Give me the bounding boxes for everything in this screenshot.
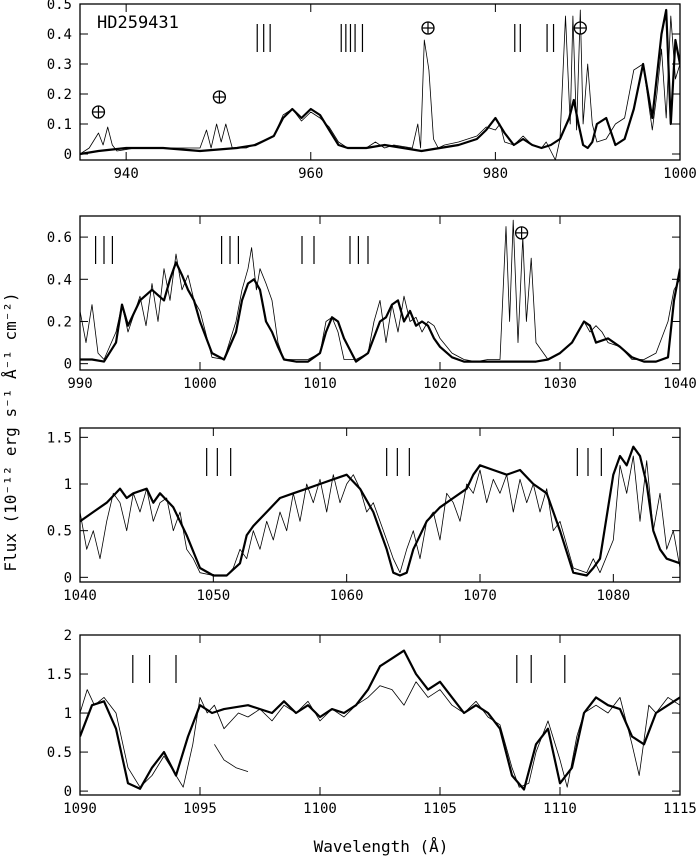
panel1-ytick-label-5: 0.5: [47, 0, 72, 13]
panel4-ytick-label-0: 0: [64, 784, 72, 800]
panel1-ytick-label-2: 0.2: [47, 87, 72, 103]
panel3-ytick-label-1: 0.5: [47, 524, 72, 540]
panel1-xtick-label-960: 960: [298, 166, 323, 182]
panel2-xtick-label-1010: 1010: [303, 376, 337, 392]
panel4-xtick-label-1100: 1100: [303, 801, 337, 817]
panel1-earth-icon-0: [91, 105, 106, 119]
panel1-ytick-label-1: 0.1: [47, 117, 72, 133]
panel1-ytick-label-3: 0.3: [47, 57, 72, 73]
panel4-series-observed-0: [80, 681, 680, 788]
panel4-series-model-2: [80, 649, 680, 791]
panel3-frame: [79, 427, 681, 583]
panel1-star-label: HD259431: [97, 13, 179, 33]
panel4-xtick-label-1090: 1090: [63, 801, 97, 817]
panel1-series-model-1: [80, 8, 680, 156]
panel2-series-observed-0: [80, 219, 680, 363]
panel4-ytick-label-1: 0.5: [47, 745, 72, 761]
panel1-frame: [79, 3, 681, 161]
panel2-xtick-label-1020: 1020: [423, 376, 457, 392]
panel4-ytick-label-3: 1.5: [47, 667, 72, 683]
panel3-xtick-label-1070: 1070: [463, 588, 497, 604]
panel3-series-observed-0: [80, 455, 680, 576]
panel1-ytick-label-0: 0: [64, 147, 72, 163]
y-axis-title: Flux (10⁻¹² erg s⁻¹ Å⁻¹ cm⁻²): [1, 292, 20, 571]
panel4-xtick-label-1105: 1105: [423, 801, 457, 817]
panel2-xtick-label-1040: 1040: [663, 376, 697, 392]
panel2-ytick-label-0: 0: [64, 357, 72, 373]
panel2-ytick-label-1: 0.2: [47, 314, 72, 330]
panel2-xtick-label-990: 990: [67, 376, 92, 392]
panel1-xtick-label-980: 980: [483, 166, 508, 182]
panel4-xtick-label-1095: 1095: [183, 801, 217, 817]
panel3-xtick-label-1050: 1050: [196, 588, 230, 604]
panel2-earth-icon-0: [514, 226, 529, 240]
panel4-ytick-label-4: 2: [64, 628, 72, 644]
panel1-earth-icon-1: [212, 90, 227, 104]
panel3-series-model-1: [80, 445, 680, 577]
x-axis-title: Wavelength (Å): [314, 837, 449, 856]
panel1-earth-icon-2: [421, 21, 435, 35]
panel4-xtick-label-1115: 1115: [663, 801, 697, 817]
panel3-xtick-label-1040: 1040: [63, 588, 97, 604]
panel1-xtick-label-940: 940: [114, 166, 139, 182]
panel4-series-observed-1: [214, 744, 249, 772]
panel3-ytick-label-0: 0: [64, 570, 72, 586]
panel1-earth-icon-3: [573, 21, 587, 35]
panel2-xtick-label-1000: 1000: [183, 376, 217, 392]
panel4-frame: [79, 634, 681, 796]
panel3-xtick-label-1080: 1080: [596, 588, 630, 604]
panel1-ytick-label-4: 0.4: [47, 27, 72, 43]
panel3-ytick-label-3: 1.5: [47, 430, 72, 446]
panel2-ytick-label-3: 0.6: [47, 230, 72, 246]
panel4-ytick-label-2: 1: [64, 706, 72, 722]
panel3-ytick-label-2: 1: [64, 477, 72, 493]
panel2-frame: [79, 215, 681, 371]
panel2-series-model-1: [80, 261, 680, 363]
panel3-xtick-label-1060: 1060: [330, 588, 364, 604]
panel2-xtick-label-1030: 1030: [543, 376, 577, 392]
panel1-xtick-label-1000: 1000: [663, 166, 697, 182]
panel4-xtick-label-1110: 1110: [543, 801, 577, 817]
panel2-ytick-label-2: 0.4: [47, 272, 72, 288]
